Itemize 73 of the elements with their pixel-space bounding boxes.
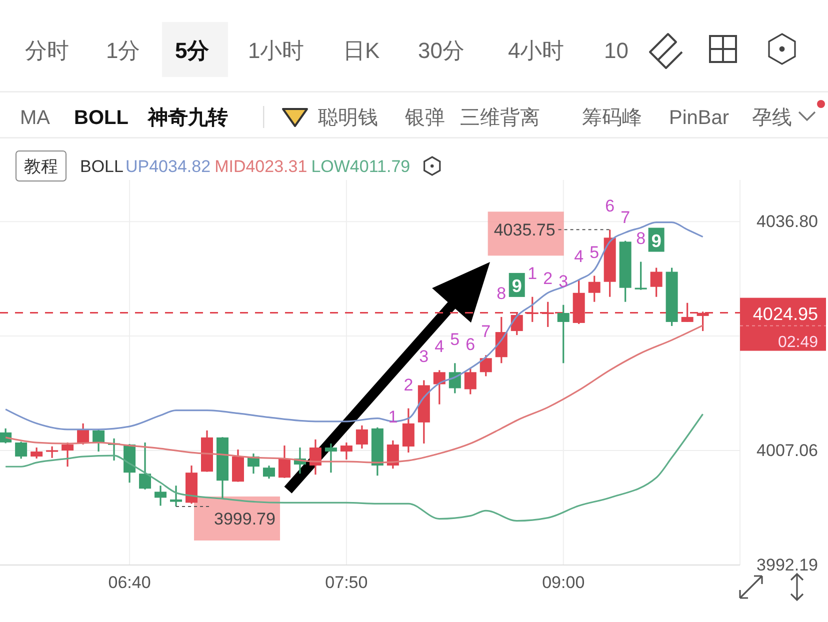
ref-line-label: 4024.95: [752, 304, 818, 324]
annotation: 6: [605, 196, 615, 216]
text: 10: [604, 38, 628, 63]
text: 神奇九转: [147, 106, 228, 129]
candlestick: [154, 484, 167, 507]
candlestick: [30, 446, 43, 460]
candlestick: [92, 428, 105, 452]
y-tick-label: 3992.19: [756, 555, 818, 574]
annotation: 2: [404, 375, 414, 394]
x-tick-label: 09:00: [542, 573, 585, 592]
candlestick: [588, 274, 600, 303]
text: 银弹: [404, 107, 445, 129]
text: 教程: [24, 157, 58, 176]
candlestick: [386, 440, 399, 470]
candlestick: [0, 428, 12, 444]
candlestick: [433, 369, 446, 406]
annotation: 6: [466, 335, 476, 354]
candlestick: [15, 440, 28, 460]
text: MA: [20, 107, 51, 129]
candlestick: [262, 464, 275, 480]
annotation: 3999.79: [214, 509, 276, 528]
candlestick: [480, 354, 492, 378]
x-tick-label: 06:40: [108, 573, 151, 592]
annotation: 5: [590, 242, 600, 262]
candlestick: [309, 438, 322, 476]
candlestick: [139, 442, 152, 490]
text: 孕线: [752, 107, 792, 129]
text: 30分: [418, 38, 464, 63]
candlestick: [681, 302, 694, 323]
text: 5分: [175, 38, 210, 63]
text: 日K: [343, 38, 380, 63]
text: PinBar: [669, 107, 730, 129]
y-tick-label: 4007.06: [756, 440, 818, 460]
annotation: 3: [558, 272, 568, 291]
x-tick-label: 07:50: [325, 573, 368, 592]
annotation: 8: [636, 228, 646, 248]
text: UP4034.82: [125, 157, 211, 176]
candlestick: [464, 367, 476, 396]
text: 筹码峰: [582, 107, 642, 129]
annotation: 9: [651, 230, 662, 251]
text: LOW4011.79: [311, 157, 410, 176]
annotation: 3: [419, 347, 429, 366]
annotation: 8: [496, 284, 506, 303]
annotation: 9: [512, 276, 522, 296]
text: 02:49: [778, 334, 818, 351]
annotation: 7: [481, 322, 491, 342]
text: 4小时: [508, 38, 564, 63]
text: 1分: [106, 38, 140, 63]
candlestick: [557, 304, 570, 364]
candlestick: [340, 442, 352, 460]
text: 1小时: [248, 38, 304, 63]
text: 分时: [25, 38, 69, 63]
annotation: 5: [450, 330, 460, 350]
text: MID4023.31: [214, 157, 308, 176]
legend-title: BOLL: [80, 157, 124, 176]
annotation: 7: [620, 208, 630, 227]
annotation: 1: [528, 264, 538, 283]
annotation: 2: [543, 268, 553, 288]
candlestick: [650, 266, 662, 298]
text: BOLL: [74, 107, 128, 129]
candlestick: [170, 484, 182, 508]
candlestick: [402, 408, 414, 454]
annotation: 4035.75: [494, 220, 556, 240]
y-tick-label: 4036.80: [756, 212, 818, 232]
candlestick: [356, 424, 368, 450]
annotation: 4: [574, 246, 584, 266]
candlestick: [278, 444, 290, 479]
candlestick: [634, 260, 647, 291]
candlestick: [46, 446, 58, 459]
annotation: 4: [434, 337, 444, 356]
text: 三维背离: [460, 107, 540, 129]
text: 聪明钱: [318, 107, 378, 129]
candlestick: [324, 442, 337, 474]
